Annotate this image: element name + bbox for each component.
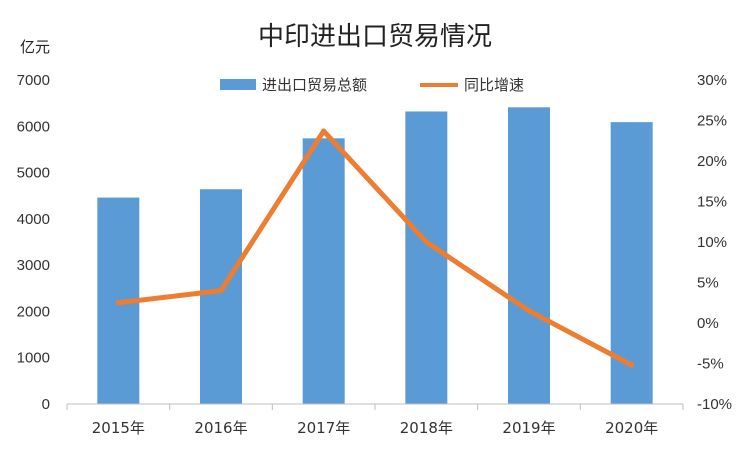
y-right-tick-label: 25%: [697, 113, 727, 130]
bar: [610, 122, 653, 405]
y-right-tick-label: 15%: [697, 194, 727, 211]
y-left-tick-label: 4000: [17, 211, 50, 228]
y-left-tick-label: 3000: [17, 257, 50, 274]
x-tick-label: 2017年: [297, 419, 350, 437]
line-point: [115, 300, 121, 306]
y-right-tick-label: 0%: [697, 315, 719, 332]
bar: [302, 138, 345, 404]
y-right-tick-label: 30%: [697, 72, 727, 89]
x-tick-label: 2018年: [400, 419, 453, 437]
x-tick-label: 2016年: [194, 419, 247, 437]
legend-label-growth-rate: 同比增速: [464, 76, 524, 94]
y-axis-left: 0 1000 2000 3000 4000 5000 6000 7000: [17, 72, 50, 413]
legend: 进出口贸易总额 同比增速: [220, 76, 524, 94]
line-point: [526, 308, 532, 314]
y-right-tick-label: 20%: [697, 153, 727, 170]
y-left-tick-label: 7000: [17, 72, 50, 89]
x-tick-label: 2019年: [502, 419, 555, 437]
line-point: [423, 239, 429, 245]
line-point: [321, 128, 327, 134]
legend-swatch-trade-total: [220, 79, 256, 90]
bar: [405, 111, 448, 404]
bar-series: [97, 107, 653, 405]
y-axis-unit-label: 亿元: [20, 38, 50, 56]
y-left-tick-label: 1000: [17, 350, 50, 367]
legend-label-trade-total: 进出口贸易总额: [262, 76, 367, 94]
x-tick-label: 2015年: [92, 419, 145, 437]
x-tick-label: 2020年: [605, 419, 658, 437]
line-point: [218, 288, 224, 294]
x-axis: 2015年 2016年 2017年 2018年 2019年 2020年: [66, 403, 684, 437]
y-left-tick-label: 6000: [17, 118, 50, 135]
y-left-tick-label: 2000: [17, 303, 50, 320]
bar: [200, 189, 242, 404]
bar: [508, 107, 550, 405]
y-right-tick-label: 10%: [697, 234, 727, 251]
chart-title: 中印进出口贸易情况: [258, 22, 492, 52]
y-left-tick-label: 5000: [17, 165, 50, 182]
y-axis-right: -10% -5% 0% 5% 10% 15% 20% 25% 30%: [697, 72, 732, 413]
line-series: [115, 128, 635, 368]
y-left-tick-label: 0: [42, 396, 50, 413]
line-point: [629, 362, 635, 368]
y-right-tick-label: -5%: [697, 356, 724, 373]
y-right-tick-label: 5%: [697, 275, 719, 292]
growth-rate-line: [115, 128, 635, 368]
y-right-tick-label: -10%: [697, 396, 732, 413]
